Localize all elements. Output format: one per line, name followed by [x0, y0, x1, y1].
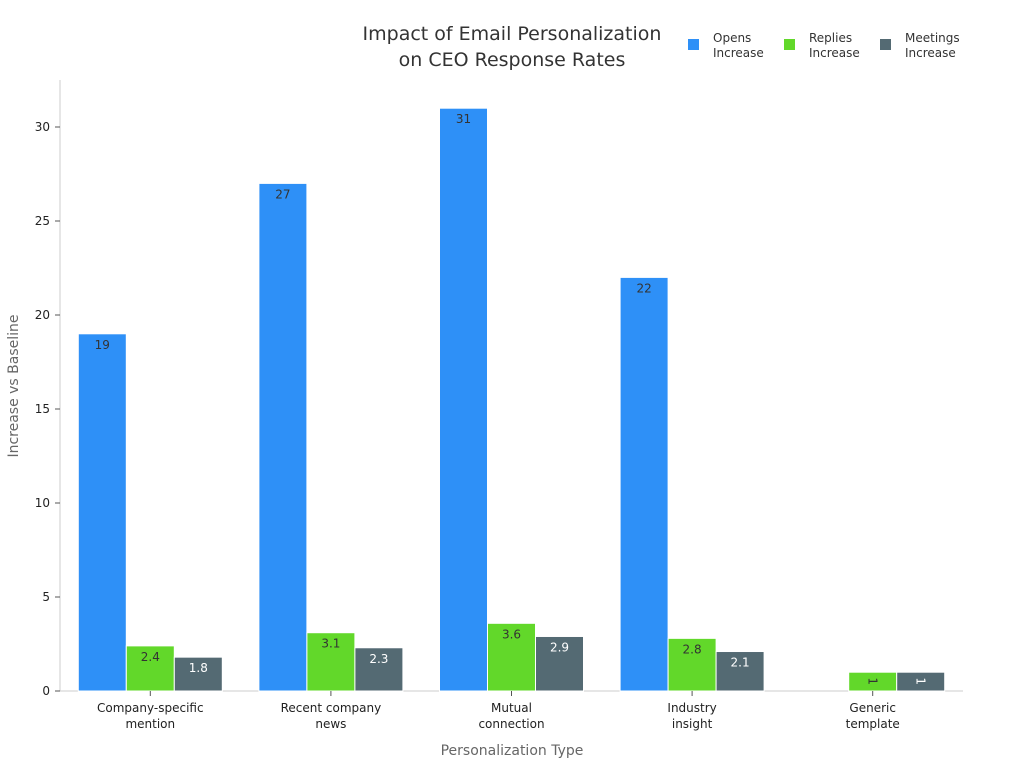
bar	[354, 647, 404, 692]
bar-data-label: 1	[914, 677, 928, 685]
y-tick-label: 30	[35, 120, 50, 134]
legend-swatch	[688, 39, 699, 50]
y-tick-label: 25	[35, 214, 50, 228]
bar	[715, 651, 765, 692]
x-axis-label: Personalization Type	[441, 743, 584, 759]
x-tick-label: Recent company	[281, 701, 382, 715]
x-tick-label: insight	[672, 717, 713, 731]
bar-data-label: 1.8	[189, 661, 208, 675]
x-tick-label: Company-specific	[97, 701, 204, 715]
legend-swatch	[784, 39, 795, 50]
x-tick-label: template	[846, 717, 900, 731]
legend-label: Replies	[809, 31, 852, 45]
x-tick-label: Industry	[667, 701, 716, 715]
bar-data-label: 22	[636, 281, 651, 295]
bar-data-label: 2.1	[731, 656, 750, 670]
legend-label: Increase	[809, 46, 860, 60]
bar	[896, 671, 946, 692]
legend-label: Increase	[713, 46, 764, 60]
bar-data-label: 31	[456, 112, 471, 126]
bar-data-label: 2.8	[683, 642, 702, 656]
bar	[535, 635, 584, 692]
chart-title-line: Impact of Email Personalization	[363, 23, 662, 45]
bar-data-label: 27	[275, 187, 290, 201]
y-tick-label: 15	[35, 402, 50, 416]
legend-label: Meetings	[905, 31, 960, 45]
bar-data-label: 2.9	[550, 640, 569, 654]
legend-label: Increase	[905, 46, 956, 60]
bar	[258, 182, 308, 692]
x-tick-label: connection	[478, 717, 544, 731]
x-tick-label: mention	[125, 717, 175, 731]
bar-data-label: 3.6	[502, 627, 521, 641]
bar-data-label: 2.3	[369, 652, 388, 666]
y-tick-label: 10	[35, 496, 50, 510]
x-tick-label: Mutual	[491, 701, 532, 715]
bar-data-label: 1	[866, 677, 880, 685]
bar	[439, 107, 488, 692]
bar	[77, 333, 127, 692]
bar	[173, 656, 223, 692]
x-tick-label: Generic	[849, 701, 896, 715]
y-axis-label: Increase vs Baseline	[6, 314, 22, 457]
bar-data-label: 3.1	[321, 637, 340, 651]
bar-data-label: 19	[95, 338, 110, 352]
legend-label: Opens	[713, 31, 751, 45]
x-tick-label: news	[315, 717, 346, 731]
legend-swatch	[880, 39, 891, 50]
y-tick-label: 0	[42, 684, 50, 698]
bar-data-label: 2.4	[141, 650, 160, 664]
chart-title-line: on CEO Response Rates	[399, 49, 626, 71]
y-tick-label: 5	[42, 590, 50, 604]
bar	[619, 276, 669, 692]
y-tick-label: 20	[35, 308, 50, 322]
